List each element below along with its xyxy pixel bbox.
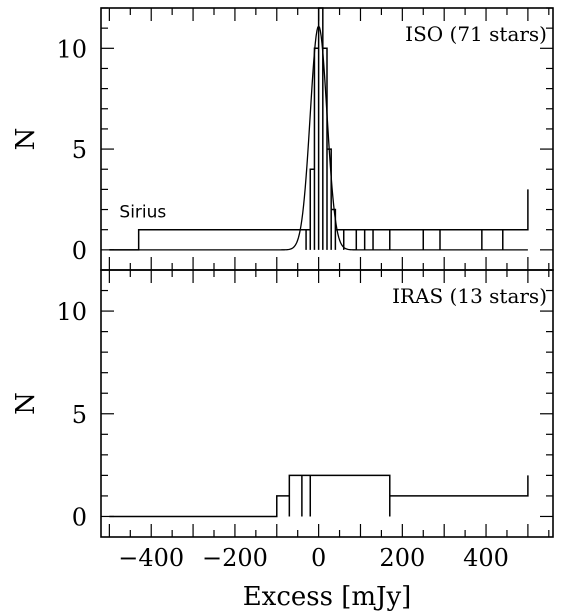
iso-y-tick-label: 5	[72, 136, 87, 164]
x-tick-label: −200	[202, 544, 268, 572]
sirius-annotation: Sirius	[119, 203, 166, 223]
iso-panel-title: ISO (71 stars)	[405, 22, 547, 46]
iso-y-axis-label: N	[11, 128, 41, 151]
iras-y-tick-label: 0	[72, 503, 87, 531]
x-tick-label: 400	[463, 544, 509, 572]
iras-panel: 0 5 10 −400 −200 0 200 400 IRAS (13 stars) N Ex…	[11, 269, 554, 611]
iras-plot-frame	[100, 269, 554, 538]
iso-gaussian-fit	[109, 25, 528, 251]
iras-panel-title: IRAS (13 stars)	[392, 284, 547, 308]
iras-y-tick-label: 10	[56, 298, 87, 326]
iso-y-tick-label: 10	[56, 35, 87, 63]
x-tick-label: 0	[311, 544, 326, 572]
iso-panel: 0 5 10 ISO (71 stars) Sirius N	[11, 7, 554, 271]
x-tick-label: −400	[118, 544, 184, 572]
iso-y-tick-label: 0	[72, 237, 87, 265]
x-tick-label: 200	[379, 544, 425, 572]
iras-histogram	[109, 474, 529, 518]
iso-histogram	[109, 7, 529, 251]
iras-y-axis-label: N	[11, 392, 41, 415]
x-axis-label: Excess [mJy]	[243, 582, 412, 611]
iras-y-tick-label: 5	[72, 401, 87, 429]
